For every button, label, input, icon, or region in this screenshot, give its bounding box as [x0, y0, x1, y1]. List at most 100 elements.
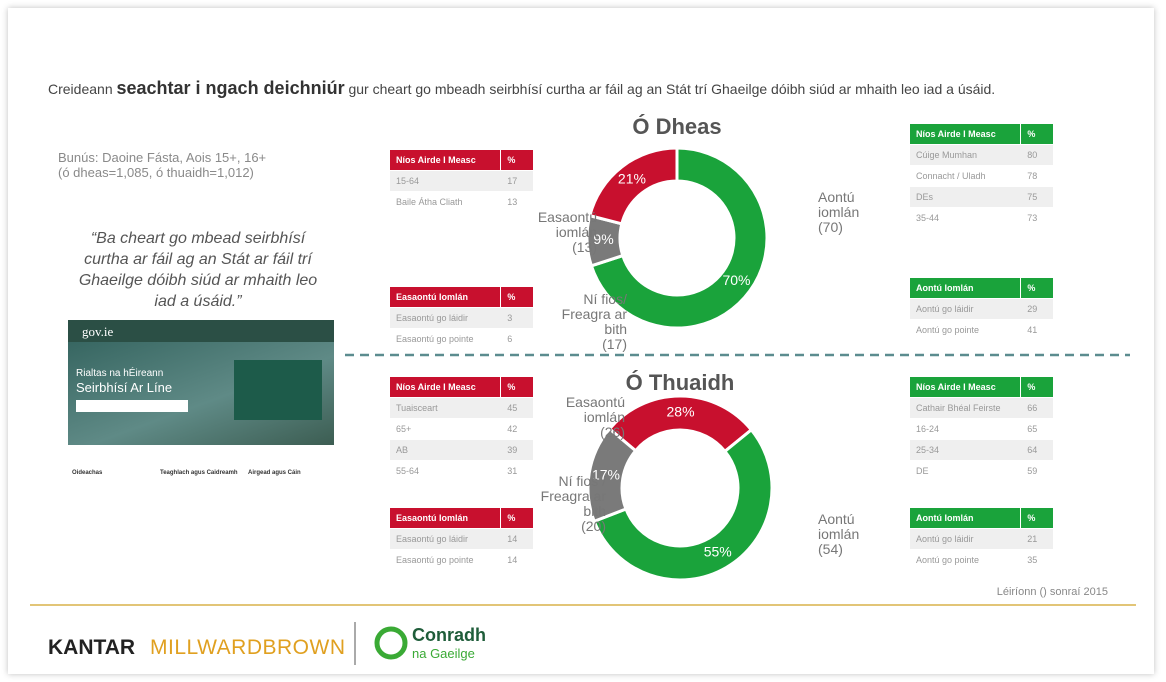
table-cell: DEs — [916, 192, 934, 202]
side-panel — [234, 360, 322, 420]
table-cell: Aontú go láidir — [916, 534, 974, 544]
header-cell: % — [500, 377, 533, 397]
table-header: Easaontú Iomlán% — [390, 287, 533, 308]
quote: “Ba cheart go mbead seirbhísí curtha ar … — [78, 230, 318, 310]
table-cell: 35 — [1027, 555, 1038, 565]
table-cell: DE — [916, 466, 929, 476]
table-header: Níos Airde I Measc% — [390, 377, 533, 398]
table-row: 16-24 65 — [910, 419, 1053, 440]
table-row: Aontú go pointe 35 — [910, 550, 1053, 571]
slice-label: 55% — [704, 544, 732, 560]
table-row: Easaontú go láidir 14 — [390, 529, 533, 550]
headline: Creideann seachtar i ngach deichniúr gur… — [48, 72, 1128, 105]
table-cell: 64 — [1027, 445, 1038, 455]
category-name: Easaontú iomlán — [565, 394, 625, 425]
table-row: 15-64 17 — [390, 171, 533, 192]
table-cell: 65+ — [396, 424, 412, 434]
table-cell: Easaontú go láidir — [396, 534, 469, 544]
slice-label: 70% — [722, 272, 750, 288]
table-cell: Cathair Bhéal Feirste — [916, 403, 1001, 413]
data-table: Níos Airde I Measc% Tuaisceart 45 65+ 42 AB 39… — [390, 377, 533, 482]
conradh-logo — [374, 626, 408, 660]
previous-value: (13) — [572, 239, 597, 255]
header-cell: Níos Airde I Measc — [396, 155, 476, 165]
slice-label: 28% — [667, 404, 695, 420]
data-table: Níos Airde I Measc% 15-64 17 Baile Átha Cli… — [390, 150, 533, 213]
category-label: Aontú iomlán (70) — [818, 190, 898, 235]
table-cell: 41 — [1027, 325, 1038, 335]
header-cell: % — [1020, 124, 1053, 144]
table-cell: Baile Átha Cliath — [396, 197, 463, 207]
table-row: Easaontú go pointe 6 — [390, 329, 533, 350]
donut-slice — [586, 426, 638, 524]
header-cell: Níos Airde I Measc — [916, 129, 996, 139]
slice-label: 17% — [592, 466, 620, 482]
table-row: 25-34 64 — [910, 440, 1053, 461]
table-cell: AB — [396, 445, 409, 455]
table-cell: 39 — [507, 445, 518, 455]
table-row: 55-64 31 — [390, 461, 533, 482]
table-cell: Aontú go pointe — [916, 325, 980, 335]
previous-value: (70) — [818, 219, 843, 235]
chart-title: Ó Thuaidh — [626, 370, 735, 395]
previous-value: (17) — [602, 336, 627, 352]
chart-title: Ó Dheas — [632, 114, 721, 139]
header-cell: % — [500, 287, 533, 307]
table-cell: Aontú go láidir — [916, 304, 974, 314]
top-bar — [68, 320, 334, 342]
header-cell: Níos Airde I Measc — [916, 382, 996, 392]
logo: gov.ie — [82, 324, 114, 339]
table-row: Cúige Mumhan 80 — [910, 145, 1053, 166]
base-text: (ó dheas=1,085, ó thuaidh=1,012) — [58, 165, 254, 180]
table-cell: 29 — [1027, 304, 1038, 314]
headline-text: gur cheart go mbeadh seirbhísí curtha ar… — [344, 81, 996, 97]
table-cell: 66 — [1027, 403, 1038, 413]
data-table: Aontú Iomlán% Aontú go láidir 29 Aontú go p… — [910, 278, 1053, 341]
header-cell: % — [500, 508, 533, 528]
header-cell: % — [500, 150, 533, 170]
table-row: Easaontú go pointe 14 — [390, 550, 533, 571]
category-name: Aontú iomlán — [818, 189, 860, 220]
table-cell: 25-34 — [916, 445, 940, 455]
table-cell: Easaontú go láidir — [396, 313, 469, 323]
table-cell: 3 — [507, 313, 513, 323]
table-row: Cathair Bhéal Feirste 66 — [910, 398, 1053, 419]
table-cell: 14 — [507, 534, 518, 544]
table-header: Níos Airde I Measc% — [910, 124, 1053, 145]
previous-value: (26) — [600, 424, 625, 440]
table-cell: 15-64 — [396, 176, 420, 186]
table-cell: 80 — [1027, 150, 1038, 160]
header-cell: Aontú Iomlán — [916, 513, 974, 523]
table-cell: 75 — [1027, 192, 1038, 202]
category-label: Ní fios/ Freagra ar bith (17) — [547, 292, 627, 352]
header-cell: Níos Airde I Measc — [396, 382, 476, 392]
category-label: Ní fios / Freagra ar bith (20) — [526, 474, 606, 534]
donut-slice — [592, 427, 774, 582]
table-row: Connacht / Uladh 78 — [910, 166, 1053, 187]
table-cell: 14 — [507, 555, 518, 565]
table-cell: 35-44 — [916, 213, 940, 223]
category-name: Ní fios / Freagra ar bith — [540, 473, 606, 519]
table-cell: 13 — [507, 197, 518, 207]
data-table: Easaontú Iomlán% Easaontú go láidir 3 Easao… — [390, 287, 533, 350]
table-header: Aontú Iomlán% — [910, 278, 1053, 299]
site-column: Oideachas — [72, 470, 103, 476]
table-cell: 17 — [507, 176, 518, 186]
table-header: Easaontú Iomlán% — [390, 508, 533, 529]
table-row: Baile Átha Cliath 13 — [390, 192, 533, 213]
category-label: Aontú iomlán (54) — [818, 512, 898, 557]
table-cell: 21 — [1027, 534, 1038, 544]
table-header: Níos Airde I Measc% — [910, 377, 1053, 398]
header-cell: % — [1020, 278, 1053, 298]
data-table: Easaontú Iomlán% Easaontú go láidir 14 Easa… — [390, 508, 533, 571]
base-text: Bunús: Daoine Fásta, Aois 15+, 16+ — [58, 150, 267, 165]
data-table: Níos Airde I Measc% Cathair Bhéal Feirste… — [910, 377, 1053, 482]
table-row: Aontú go pointe 41 — [910, 320, 1053, 341]
table-cell: Tuaisceart — [396, 403, 438, 413]
kantar-logo: KANTAR — [48, 636, 136, 659]
site-column: Airgead agus Cáin — [248, 470, 301, 476]
table-cell: 78 — [1027, 171, 1038, 181]
table-row: Aontú go láidir 21 — [910, 529, 1053, 550]
